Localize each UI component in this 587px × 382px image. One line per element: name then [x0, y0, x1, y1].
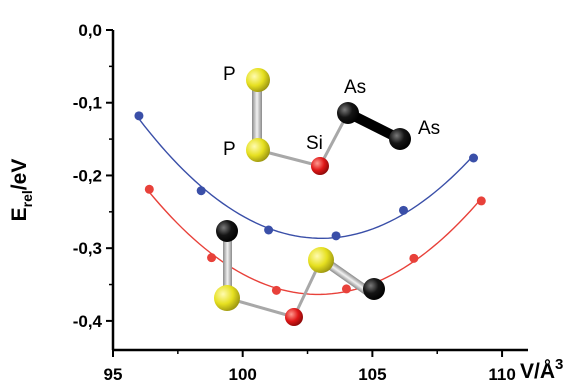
atom-p-lower-right	[308, 247, 334, 273]
axis-tick-labels: 95 100 105 110 0,0 -0,1 -0,2 -0,3 -0,4	[73, 21, 516, 382]
x-axis-title-main: V/Å	[520, 359, 555, 382]
axis-ticks	[106, 29, 504, 357]
y-axis-title-sub: rel	[19, 190, 35, 207]
atom-si-lower	[285, 308, 303, 326]
molecule-upper: P P Si As As	[223, 64, 440, 175]
atom-as-left	[337, 102, 359, 124]
atom-as-lower-right	[363, 278, 385, 300]
bond-as-p-vertical	[223, 232, 232, 298]
label-as-left: As	[344, 77, 366, 98]
y-axis-title: Erel/eV	[8, 159, 35, 222]
label-p-top: P	[223, 64, 236, 85]
y-tick-label-4: -0,4	[73, 312, 103, 331]
series-0-point-4	[399, 205, 408, 215]
series-1-point-0	[144, 184, 154, 194]
y-tick-label-3: -0,3	[73, 239, 102, 258]
y-tick-label-2: -0,2	[73, 166, 102, 185]
y-axis-title-rest: /eV	[8, 159, 31, 191]
y-tick-label-0: 0,0	[78, 21, 102, 40]
atom-as-right	[389, 128, 411, 150]
bond-p-p	[252, 82, 262, 150]
x-axis-title-sup: 3	[555, 356, 563, 373]
x-tick-label-1: 100	[229, 365, 257, 382]
y-axis-title-main: E	[8, 207, 31, 221]
atom-p-lower-left	[214, 285, 240, 311]
series-1-point-4	[409, 253, 419, 263]
series-1-point-2	[271, 285, 281, 295]
series-0-point-5	[469, 153, 479, 163]
series-0-point-3	[331, 231, 341, 241]
x-axis-title: V/Å3	[520, 356, 563, 382]
bond-p-as-tilted	[318, 254, 378, 300]
molecule-lower	[214, 220, 385, 326]
series-0-point-0	[134, 111, 144, 121]
series-0	[134, 111, 479, 241]
y-tick-label-1: -0,1	[73, 94, 102, 113]
atom-si	[311, 157, 329, 175]
label-as-right: As	[418, 118, 440, 139]
x-tick-label-0: 95	[104, 365, 123, 382]
label-p-bottom: P	[223, 139, 236, 160]
series-1-point-3	[341, 284, 351, 294]
series-1-line	[148, 191, 482, 296]
atom-p-bottom	[246, 138, 270, 162]
series-0-line	[138, 118, 475, 240]
x-tick-label-3: 110	[488, 365, 515, 382]
label-si: Si	[306, 133, 323, 154]
series-0-point-1	[196, 186, 206, 196]
series-layer	[134, 111, 486, 296]
series-1-point-1	[207, 253, 217, 263]
x-tick-label-2: 105	[358, 365, 386, 382]
series-1	[144, 184, 486, 296]
series-0-point-2	[264, 225, 274, 235]
series-1-point-5	[476, 196, 486, 206]
atom-as-lower-left	[216, 220, 238, 242]
atom-p-top	[246, 68, 270, 92]
